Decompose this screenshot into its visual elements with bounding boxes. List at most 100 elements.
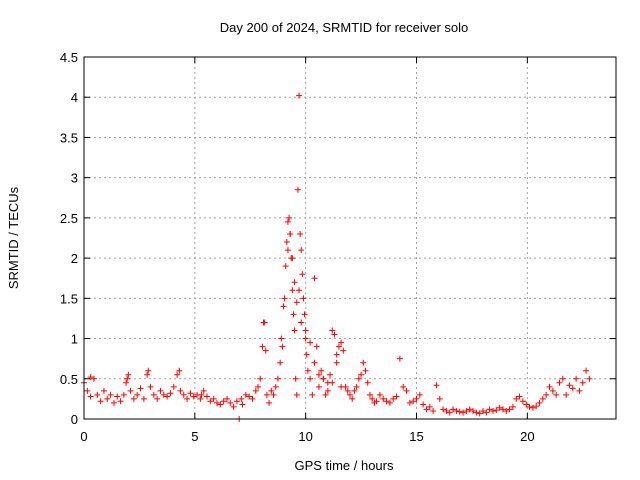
data-point: [416, 391, 423, 398]
data-point: [238, 395, 245, 402]
data-point: [556, 379, 563, 386]
data-point: [293, 299, 300, 306]
data-point: [298, 319, 305, 326]
data-point: [252, 387, 259, 394]
data-point: [331, 331, 338, 338]
data-point: [503, 407, 510, 414]
data-point: [200, 387, 207, 394]
data-point: [190, 393, 197, 400]
data-point: [539, 395, 546, 402]
data-point: [344, 387, 351, 394]
data-point: [150, 391, 157, 398]
data-point: [516, 393, 523, 400]
data-point: [154, 395, 161, 402]
data-point: [506, 406, 513, 413]
data-point: [360, 359, 367, 366]
data-point: [207, 398, 214, 405]
y-tick-label: 2.5: [60, 211, 78, 226]
data-point: [299, 271, 306, 278]
data-point: [282, 263, 289, 270]
data-point: [220, 398, 227, 405]
data-point: [266, 399, 273, 406]
data-point: [197, 395, 204, 402]
data-point: [176, 367, 183, 374]
data-point: [268, 387, 275, 394]
data-point: [433, 382, 440, 389]
data-point: [390, 395, 397, 402]
data-point: [529, 404, 536, 411]
data-point: [287, 230, 294, 237]
data-point: [293, 391, 300, 398]
data-point: [470, 407, 477, 414]
y-tick-label: 2: [71, 251, 78, 266]
data-point: [110, 399, 117, 406]
data-point: [100, 387, 107, 394]
data-point: [533, 403, 540, 410]
data-point: [257, 375, 264, 382]
data-point: [400, 383, 407, 390]
data-point: [223, 395, 230, 402]
data-point: [296, 287, 303, 294]
data-point: [291, 327, 298, 334]
data-point: [289, 287, 296, 294]
data-point: [586, 375, 593, 382]
data-point: [278, 335, 285, 342]
data-point: [403, 387, 410, 394]
data-point: [410, 398, 417, 405]
data-point: [366, 391, 373, 398]
data-point: [430, 407, 437, 414]
y-tick-label: 4: [71, 90, 78, 105]
data-point: [184, 395, 191, 402]
x-tick-label: 20: [520, 429, 534, 444]
data-point: [87, 374, 94, 381]
data-point: [380, 395, 387, 402]
data-point: [140, 395, 147, 402]
data-point: [123, 379, 130, 386]
data-point: [137, 385, 144, 392]
data-point: [296, 92, 303, 99]
data-point: [144, 371, 151, 378]
data-point: [279, 343, 286, 350]
data-point: [242, 391, 249, 398]
data-point: [274, 375, 281, 382]
data-point: [262, 347, 269, 354]
data-point: [559, 375, 566, 382]
chart-title: Day 200 of 2024, SRMTID for receiver sol…: [220, 20, 469, 35]
data-point: [198, 391, 205, 398]
data-point: [290, 311, 297, 318]
data-point: [450, 406, 457, 413]
data-point: [147, 383, 154, 390]
data-point: [303, 351, 310, 358]
data-point: [127, 387, 134, 394]
data-point: [364, 379, 371, 386]
data-point: [383, 398, 390, 405]
data-point: [476, 410, 483, 417]
data-point: [376, 391, 383, 398]
x-tick-label: 15: [409, 429, 423, 444]
data-point: [318, 367, 325, 374]
data-point: [114, 393, 121, 400]
data-point: [536, 399, 543, 406]
data-point: [355, 375, 362, 382]
x-tick-label: 5: [191, 429, 198, 444]
data-point: [373, 398, 380, 405]
data-point: [349, 395, 356, 402]
data-point: [509, 403, 516, 410]
data-point: [284, 218, 291, 225]
y-tick-label: 1.5: [60, 291, 78, 306]
data-point: [362, 367, 369, 374]
data-point: [130, 395, 137, 402]
data-point: [227, 399, 234, 406]
data-point: [573, 375, 580, 382]
data-point: [307, 375, 314, 382]
data-point: [307, 339, 314, 346]
data-point: [333, 359, 340, 366]
grid-lines: [84, 57, 616, 419]
data-point: [292, 375, 299, 382]
data-point: [286, 214, 293, 221]
plot-frame: [83, 56, 617, 420]
data-point: [340, 347, 347, 354]
data-point: [576, 387, 583, 394]
data-point: [311, 359, 318, 366]
data-point: [463, 407, 470, 414]
